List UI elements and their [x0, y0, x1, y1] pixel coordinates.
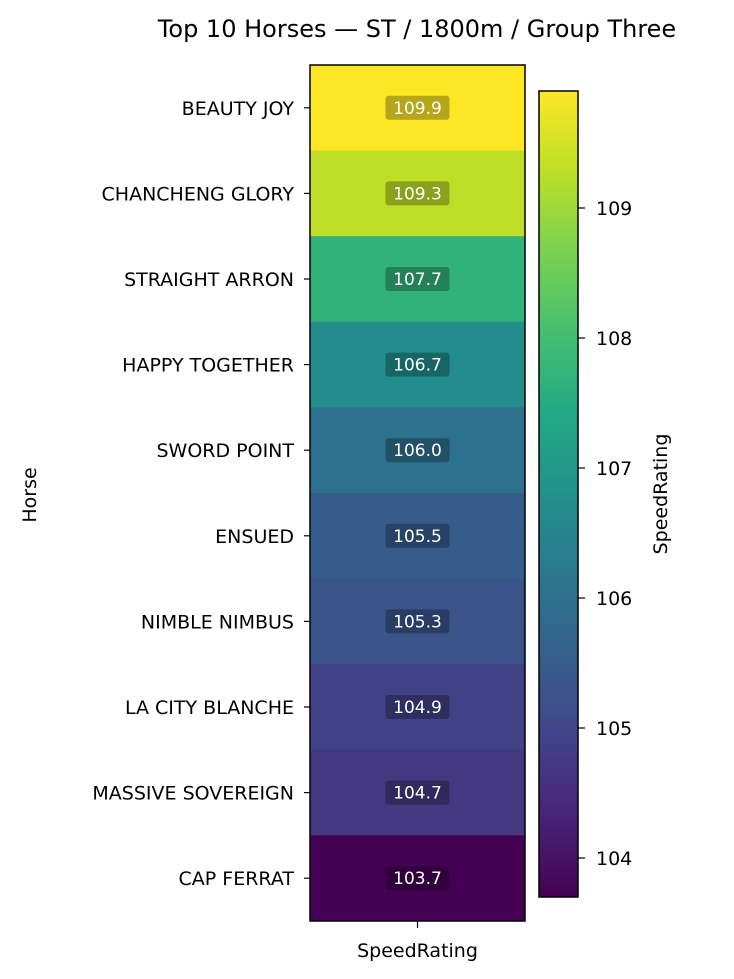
colorbar-tick-label: 106 — [596, 588, 632, 610]
heatmap-cell-massive-sovereign — [310, 749, 525, 836]
cell-label-background — [385, 181, 450, 206]
y-tick-label-ensued: ENSUED — [215, 526, 294, 548]
cell-label-background — [385, 523, 450, 548]
cell-label-background — [385, 609, 450, 634]
cell-value-label: 107.7 — [393, 270, 442, 290]
heatmap-grid: 109.9 BEAUTY JOY 109.3 CHANCHENG GLORY 107.7… — [92, 64, 526, 922]
heatmap-cell-chancheng-glory — [310, 150, 525, 237]
cell-value-label: 105.3 — [393, 612, 442, 632]
cell-value-label: 104.9 — [393, 698, 442, 718]
y-tick-label-beauty-joy: BEAUTY JOY — [182, 98, 295, 120]
y-tick-label-happy-together: HAPPY TOGETHER — [122, 355, 294, 377]
heatmap-cell-la-city-blanche — [310, 664, 525, 751]
cell-label-background — [385, 438, 450, 463]
cell-label-background — [385, 780, 450, 805]
colorbar-gradient — [538, 90, 579, 898]
colorbar-tick-label: 104 — [596, 848, 632, 870]
heatmap-cell-ensued — [310, 493, 525, 580]
cell-value-label: 109.9 — [393, 99, 442, 119]
cell-label-background — [385, 95, 450, 120]
y-tick-label-massive-sovereign: MASSIVE SOVEREIGN — [92, 783, 294, 805]
chart-title: Top 10 Horses — ST / 1800m / Group Three — [157, 15, 676, 43]
cell-label-background — [385, 866, 450, 891]
colorbar-tick-label: 105 — [596, 718, 632, 740]
colorbar-label: SpeedRating — [650, 434, 672, 555]
x-tick-label-speedrating: SpeedRating — [357, 940, 478, 962]
x-axis: SpeedRating — [357, 921, 478, 962]
y-tick-label-la-city-blanche: LA CITY BLANCHE — [125, 697, 294, 719]
cell-label-background — [385, 352, 450, 377]
cell-label-background — [385, 695, 450, 719]
cell-value-label: 103.7 — [393, 869, 442, 889]
cell-value-label: 105.5 — [393, 527, 442, 547]
y-tick-label-nimble-nimbus: NIMBLE NIMBUS — [141, 611, 294, 633]
y-tick-label-chancheng-glory: CHANCHENG GLORY — [102, 183, 295, 205]
heatmap-cell-nimble-nimbus — [310, 578, 525, 665]
heatmap-cell-straight-arron — [310, 236, 525, 323]
y-tick-label-sword-point: SWORD POINT — [156, 440, 294, 462]
y-tick-label-straight-arron: STRAIGHT ARRON — [124, 269, 294, 291]
y-axis-label: Horse — [19, 467, 41, 522]
heatmap-cell-beauty-joy — [310, 65, 525, 152]
colorbar-tick-label: 109 — [596, 198, 632, 220]
heatmap-cell-happy-together — [310, 321, 525, 408]
heatmap-cell-cap-ferrat — [310, 835, 525, 922]
colorbar-tick-label: 108 — [596, 328, 632, 350]
y-tick-label-cap-ferrat: CAP FERRAT — [179, 868, 295, 890]
cell-label-background — [385, 267, 450, 291]
colorbar-tick-label: 107 — [596, 458, 632, 480]
heatmap-cell-sword-point — [310, 407, 525, 494]
cell-value-label: 106.0 — [393, 441, 442, 461]
colorbar: 104 105 106 107 108 109 SpeedRating — [538, 90, 672, 898]
cell-value-label: 109.3 — [393, 184, 442, 204]
cell-value-label: 104.7 — [393, 784, 442, 804]
cell-value-label: 106.7 — [393, 356, 442, 376]
